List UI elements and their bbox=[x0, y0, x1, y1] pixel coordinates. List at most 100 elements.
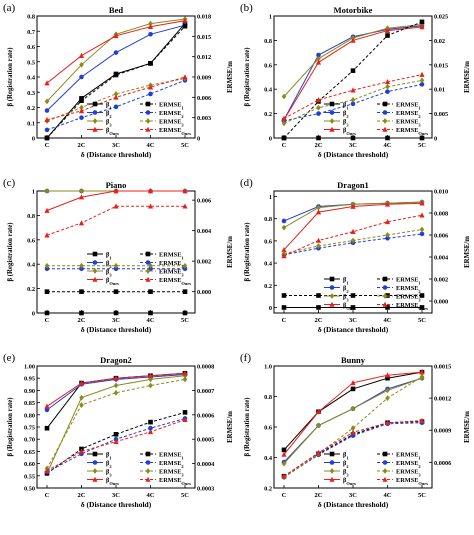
legend-label: β3 bbox=[106, 469, 112, 478]
chart-title: Piano bbox=[106, 180, 127, 190]
series-βours bbox=[44, 17, 188, 86]
legend-item: ERMSE3 bbox=[140, 118, 184, 127]
data-point bbox=[281, 115, 287, 121]
y2-axis-label: ERMSE/m bbox=[227, 236, 234, 268]
legend-label: ERMSE1 bbox=[396, 102, 421, 111]
legend-swatch-marker bbox=[382, 101, 388, 107]
x-tick-label: 2C bbox=[78, 317, 86, 324]
legend-item: β2 bbox=[324, 285, 349, 294]
y-tick-label: 0.50 bbox=[24, 486, 35, 493]
series-ermseours bbox=[44, 416, 188, 474]
legend-label: β3 bbox=[343, 294, 349, 303]
data-point bbox=[79, 289, 84, 294]
data-point bbox=[385, 236, 390, 241]
y-tick-label: 0.8 bbox=[27, 14, 35, 21]
data-point bbox=[316, 305, 321, 310]
data-point bbox=[384, 201, 391, 207]
data-point bbox=[44, 207, 50, 213]
data-point bbox=[385, 387, 390, 394]
legend-item: ERMSE1 bbox=[140, 252, 184, 260]
data-point bbox=[182, 188, 188, 194]
legend-swatch-marker bbox=[382, 276, 388, 282]
data-point bbox=[419, 293, 425, 298]
series-line bbox=[283, 214, 423, 257]
chart-title: Dragon2 bbox=[100, 355, 132, 365]
legend-swatch-marker bbox=[92, 118, 98, 124]
chart-panel-e: (e) Dragon2 0.50 0.55 0.60 0.65 0.70 0.75 0.80 0.… bbox=[3, 352, 234, 509]
y2-tick-label: 0.0015 bbox=[434, 364, 451, 371]
data-point bbox=[316, 52, 321, 58]
legend-swatch-marker bbox=[329, 285, 335, 290]
legend-item: βOurs bbox=[324, 476, 356, 486]
data-point bbox=[182, 416, 188, 422]
y2-tick-label: 0.012 bbox=[197, 54, 211, 61]
data-point bbox=[44, 289, 50, 294]
legend-item: ERMSE2 bbox=[140, 460, 184, 469]
data-point bbox=[182, 203, 188, 209]
data-point bbox=[182, 266, 188, 272]
data-point bbox=[316, 293, 321, 298]
legend-swatch-marker bbox=[329, 293, 335, 299]
legend-item: β3 bbox=[87, 118, 112, 127]
data-point bbox=[79, 74, 84, 80]
chart-panel-f: (f) Bunny 0.2 0.4 0.6 0.8 1.0 0.0006 0.0009 0.001… bbox=[240, 352, 471, 509]
data-point bbox=[281, 473, 287, 479]
data-point bbox=[350, 228, 356, 235]
data-point bbox=[182, 17, 188, 23]
y2-axis-label: ERMSE/m bbox=[464, 61, 471, 93]
x-tick-label: 3C bbox=[349, 317, 357, 324]
x-tick-label: 4C bbox=[384, 492, 392, 499]
data-point bbox=[44, 310, 50, 316]
data-point bbox=[148, 32, 153, 37]
legend-item: β3 bbox=[87, 268, 112, 277]
x-tick-label: 2C bbox=[78, 142, 86, 149]
y2-tick-label: 0.004 bbox=[434, 255, 449, 262]
legend-swatch-marker bbox=[329, 468, 335, 474]
legend-item: ERMSEOurs bbox=[140, 276, 191, 286]
legend-item: β3 bbox=[324, 293, 349, 302]
legend-label: ERMSE2 bbox=[159, 260, 184, 269]
data-point bbox=[113, 91, 119, 97]
data-point bbox=[148, 91, 153, 97]
legend-item: ERMSE2 bbox=[140, 260, 184, 269]
data-point bbox=[182, 410, 188, 415]
legend-swatch-marker bbox=[92, 468, 98, 474]
y2-axis-label: ERMSE/m bbox=[464, 411, 471, 443]
x-tick-label: 5C bbox=[418, 492, 426, 499]
data-point bbox=[419, 417, 425, 423]
legend-label: ERMSEOurs bbox=[159, 127, 191, 136]
x-tick-label: C bbox=[45, 142, 50, 149]
data-point bbox=[78, 220, 85, 226]
y-axis-label: β (Registration rate) bbox=[244, 47, 251, 106]
data-point bbox=[44, 188, 50, 194]
y-tick-label: 1 bbox=[269, 194, 272, 201]
y-tick-label: 0 bbox=[32, 136, 35, 143]
data-point bbox=[113, 438, 119, 444]
data-point bbox=[385, 395, 390, 402]
legend-swatch-marker bbox=[92, 451, 98, 457]
series-β1 bbox=[281, 305, 425, 310]
data-point bbox=[385, 375, 390, 381]
y-tick-label: 0.1 bbox=[27, 120, 35, 127]
data-point bbox=[419, 24, 425, 30]
x-tick-label: 3C bbox=[112, 142, 120, 149]
series-ermse2 bbox=[44, 78, 188, 133]
data-point bbox=[281, 246, 287, 253]
legend-label: β1 bbox=[106, 102, 112, 111]
y2-tick-label: 0.0012 bbox=[434, 396, 451, 403]
data-point bbox=[148, 20, 153, 27]
series-ermse3 bbox=[281, 77, 425, 127]
x-tick-label: 5C bbox=[181, 142, 189, 149]
legend-item: ERMSE2 bbox=[377, 110, 421, 119]
y-tick-label: 1 bbox=[32, 189, 35, 196]
y2-tick-label: 0.003 bbox=[197, 115, 211, 122]
y-tick-label: 0.6 bbox=[27, 44, 35, 51]
legend-item: β2 bbox=[324, 110, 349, 119]
y-tick-label: 0.75 bbox=[24, 425, 35, 432]
legend-item: β1 bbox=[87, 451, 112, 460]
data-point bbox=[385, 305, 390, 310]
x-tick-label: C bbox=[282, 317, 287, 324]
data-point bbox=[315, 449, 322, 455]
